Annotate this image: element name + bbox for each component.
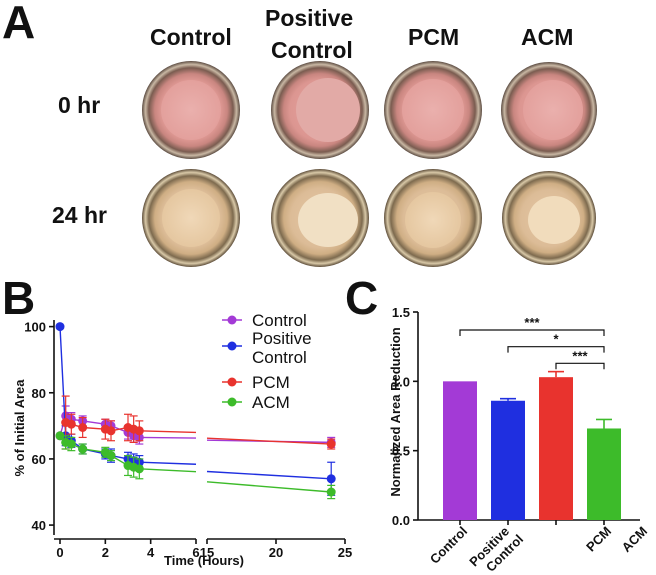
x-tick-label: ACM: [619, 524, 651, 556]
x-tick-label: 2: [102, 545, 109, 560]
significance-label: ***: [524, 315, 540, 330]
x-tick-label: 20: [269, 545, 283, 560]
significance-bracket: [507, 346, 605, 353]
panel-b-label: B: [2, 272, 35, 324]
x-tick-label: 0: [56, 545, 63, 560]
bar-positive-control: [491, 400, 525, 520]
y-tick-label: 60: [32, 452, 46, 467]
legend-label-line: Control: [252, 348, 307, 367]
legend-marker: [227, 377, 237, 387]
x-tick-label: 6: [192, 545, 199, 560]
y-axis-label: Normalized Area Reduction: [388, 327, 403, 496]
legend-label-pcm: PCM: [252, 373, 290, 392]
x-axis-label: Time (Hours): [164, 553, 244, 568]
data-point: [55, 322, 65, 332]
y-tick-label: 40: [32, 518, 46, 533]
data-point: [326, 439, 336, 449]
y-tick-label: 0.0: [392, 513, 410, 528]
column-header-positive-control: Control: [271, 37, 353, 63]
data-point: [106, 451, 116, 461]
bar-chart: Normalized Area Reduction 0.0 0.5 1.0 1.5 Co…: [388, 305, 650, 575]
data-point: [78, 423, 88, 432]
series-trend: [206, 481, 332, 493]
column-header-control: Control: [150, 24, 232, 50]
x-tick-label: 15: [200, 545, 214, 560]
x-tick-label: PCM: [583, 524, 614, 555]
legend-label-line: Positive: [252, 329, 312, 348]
data-point: [326, 487, 336, 497]
y-tick-label: 1.0: [392, 374, 410, 389]
data-point: [106, 426, 116, 436]
legend-marker: [227, 397, 237, 407]
well-pcm-24hr: [384, 169, 482, 267]
legend-marker: [227, 315, 237, 325]
series-control: [55, 405, 336, 448]
data-point: [326, 474, 336, 484]
well-positive-control-24hr: [271, 169, 369, 267]
significance-label: *: [553, 332, 559, 347]
series-trend: [139, 461, 197, 465]
y-tick-label: 1.5: [392, 305, 410, 320]
well-pcm-0hr: [384, 61, 482, 159]
column-header-pcm: PCM: [408, 24, 459, 50]
well-positive-control-0hr: [271, 61, 369, 159]
well-acm-0hr: [501, 62, 597, 158]
y-tick-label: 100: [24, 320, 46, 335]
bar-control: [443, 381, 477, 520]
panel-a-label: A: [2, 0, 35, 48]
data-point: [134, 426, 144, 436]
y-tick-label: 80: [32, 386, 46, 401]
column-header-acm: ACM: [521, 24, 573, 50]
column-header-positive: Positive: [265, 5, 353, 31]
significance-bracket: [555, 362, 605, 370]
x-tick-label: 4: [147, 545, 155, 560]
data-point: [66, 419, 76, 429]
series-acm: [55, 431, 336, 500]
row-label-24hr: 24 hr: [52, 202, 107, 228]
legend-label-positive-control: Positive Control: [252, 329, 312, 367]
series-trend: [206, 470, 332, 480]
data-point: [134, 464, 144, 474]
bar-pcm: [539, 377, 573, 520]
well-control-24hr: [142, 169, 240, 267]
legend-marker: [227, 341, 237, 351]
x-tick-label: 25: [338, 545, 352, 560]
series-trend: [139, 430, 197, 434]
legend-label-acm: ACM: [252, 393, 290, 412]
panel-c-label: C: [345, 272, 378, 324]
significance-label: ***: [572, 348, 588, 363]
well-control-0hr: [142, 61, 240, 159]
data-point: [66, 439, 76, 449]
x-tick-label: Control: [427, 524, 470, 567]
y-axis-label: % of Initial Area: [12, 379, 27, 477]
data-point: [55, 431, 65, 441]
series-trend: [139, 468, 197, 473]
series-trend: [139, 436, 197, 439]
bar-acm: [587, 428, 621, 520]
well-acm-24hr: [502, 171, 596, 265]
data-point: [78, 444, 88, 454]
line-chart: % of Initial Area Time (Hours) ControlPo…: [12, 311, 352, 568]
legend-label-control: Control: [252, 311, 307, 330]
series-trend: [206, 437, 332, 445]
significance-bracket: [459, 329, 605, 337]
y-tick-label: 0.5: [392, 444, 410, 459]
row-label-0hr: 0 hr: [58, 92, 100, 118]
